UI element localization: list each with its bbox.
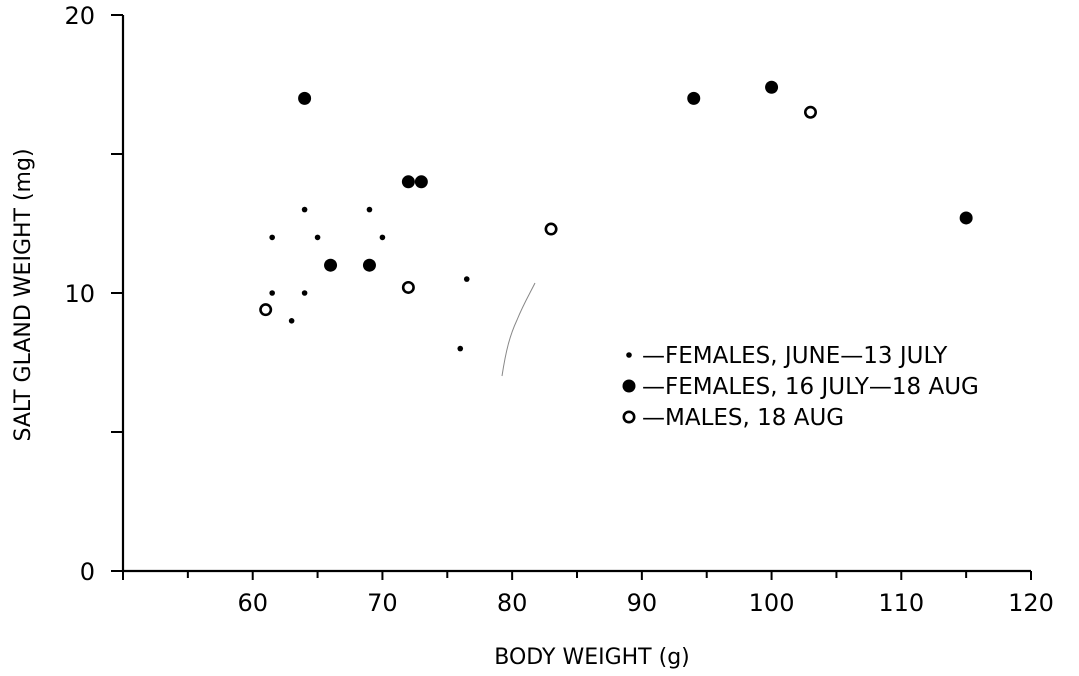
data-point <box>959 211 973 225</box>
x-tick-label: 100 <box>749 589 795 617</box>
data-point <box>301 290 308 296</box>
x-tick-label: 70 <box>367 589 398 617</box>
data-point <box>269 234 275 241</box>
data-points <box>259 80 973 352</box>
data-point <box>765 80 779 94</box>
data-point <box>259 303 273 317</box>
data-point <box>803 105 817 119</box>
data-point <box>298 91 312 105</box>
data-point <box>457 345 464 352</box>
data-point <box>314 234 321 241</box>
x-tick-label: 120 <box>1008 589 1054 617</box>
legend: —FEMALES, JUNE—13 JULY —FEMALES, 16 JULY—… <box>622 343 979 431</box>
stray-pen-mark <box>501 282 536 377</box>
data-point <box>401 280 415 294</box>
legend-marker <box>622 410 636 424</box>
legend-label: —FEMALES, 16 JULY—18 AUG <box>642 374 979 400</box>
x-tick-label: 90 <box>627 589 658 617</box>
data-point <box>687 91 701 105</box>
ticks <box>111 14 1032 580</box>
axes <box>121 15 1031 573</box>
data-point <box>362 258 376 272</box>
legend-label: —MALES, 18 AUG <box>642 405 844 431</box>
y-tick-label: 10 <box>64 280 95 308</box>
data-point <box>288 318 295 324</box>
x-tick-label: 60 <box>237 589 268 617</box>
x-tick-label: 80 <box>497 589 528 617</box>
data-point <box>544 222 558 236</box>
data-point <box>463 276 470 282</box>
x-tick-label: 110 <box>878 589 924 617</box>
data-point <box>324 258 338 272</box>
data-point <box>269 290 275 296</box>
data-point <box>379 234 386 241</box>
legend-label: —FEMALES, JUNE—13 JULY <box>642 343 948 369</box>
x-axis-title: BODY WEIGHT (g) <box>494 645 690 670</box>
tick-labels: 60 70 80 90 100 110 120 0 10 20 <box>64 2 1053 617</box>
y-axis-title: SALT GLAND WEIGHT (mg) <box>11 148 36 441</box>
data-point <box>366 206 373 213</box>
data-point <box>301 206 308 213</box>
data-point <box>414 175 428 189</box>
legend-marker <box>626 352 632 358</box>
y-tick-label: 20 <box>64 2 95 30</box>
legend-marker <box>622 379 636 393</box>
data-point <box>401 175 415 189</box>
y-tick-label: 0 <box>80 558 95 586</box>
